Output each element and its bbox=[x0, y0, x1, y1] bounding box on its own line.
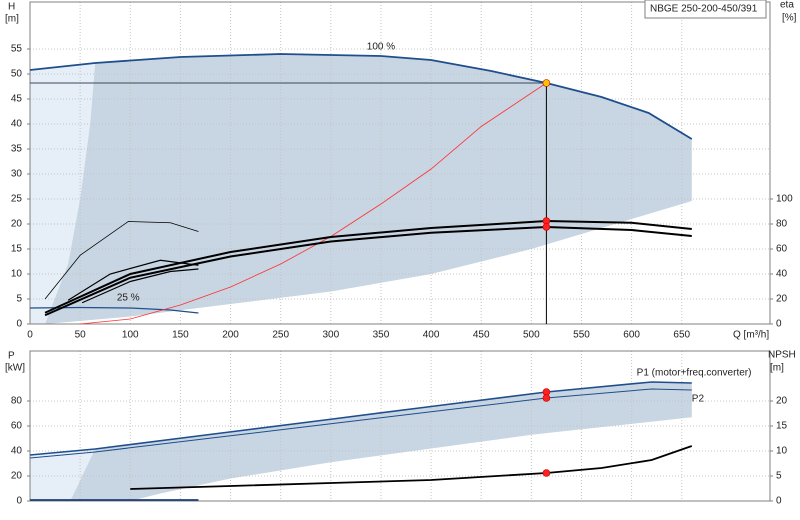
y2-tick-label: 0 bbox=[776, 319, 782, 330]
y-tick-label: 60 bbox=[11, 421, 23, 432]
y2-tick-label: 0 bbox=[776, 496, 782, 507]
y2-tick-label: 10 bbox=[776, 446, 788, 457]
curve-label: 100 % bbox=[367, 42, 395, 53]
y2-tick-label: 15 bbox=[776, 421, 788, 432]
curve bbox=[44, 225, 692, 317]
curve bbox=[81, 268, 199, 304]
curve bbox=[29, 53, 693, 140]
curve bbox=[130, 445, 693, 490]
y-tick-label: 25 bbox=[11, 194, 23, 205]
x-tick-label: 0 bbox=[27, 330, 33, 341]
y2-axis-unit: [%] bbox=[782, 13, 797, 24]
curve bbox=[67, 259, 199, 301]
y-axis-unit: [kW] bbox=[5, 363, 25, 374]
y2-tick-label: 40 bbox=[776, 269, 788, 280]
y-tick-label: 20 bbox=[11, 471, 23, 482]
chart-title: NBGE 250-200-450/391 bbox=[650, 4, 758, 15]
x-tick-label: 200 bbox=[222, 330, 239, 341]
x-tick-label: 450 bbox=[473, 330, 490, 341]
plot-frame bbox=[29, 1, 771, 325]
y2-tick-label: 20 bbox=[776, 396, 788, 407]
x-tick-label: 500 bbox=[523, 330, 540, 341]
curve-label: P2 bbox=[692, 394, 705, 405]
curve bbox=[29, 381, 692, 456]
y2-tick-label: 100 bbox=[776, 194, 793, 205]
x-tick-label: 550 bbox=[573, 330, 590, 341]
y2-axis-unit: [m] bbox=[770, 363, 784, 374]
y-tick-label: 80 bbox=[11, 396, 23, 407]
operating-point bbox=[542, 469, 551, 477]
y-tick-label: 15 bbox=[11, 244, 23, 255]
y-tick-label: 20 bbox=[11, 219, 23, 230]
operating-point bbox=[542, 79, 551, 87]
y2-axis-label: NPSH bbox=[768, 350, 796, 361]
y-tick-label: 40 bbox=[11, 119, 23, 130]
title-box bbox=[644, 0, 767, 19]
x-tick-label: 50 bbox=[75, 330, 87, 341]
x-axis-label: Q [m³/h] bbox=[733, 330, 769, 341]
curve-label: P1 (motor+freq.converter) bbox=[637, 368, 752, 379]
y2-tick-label: 20 bbox=[776, 294, 788, 305]
y2-tick-label: 80 bbox=[776, 219, 788, 230]
curve bbox=[80, 82, 547, 325]
curve bbox=[44, 221, 199, 300]
y2-tick-label: 5 bbox=[776, 471, 782, 482]
y-tick-label: 0 bbox=[16, 319, 22, 330]
y-axis-unit: [m] bbox=[5, 14, 19, 25]
y2-axis-label: eta bbox=[780, 0, 794, 11]
y2-tick-label: 60 bbox=[776, 244, 788, 255]
y-axis-label: P bbox=[8, 351, 15, 362]
x-tick-label: 250 bbox=[272, 330, 289, 341]
y-tick-label: 0 bbox=[16, 496, 22, 507]
x-tick-label: 400 bbox=[423, 330, 440, 341]
x-tick-label: 300 bbox=[322, 330, 339, 341]
y-tick-label: 35 bbox=[11, 144, 23, 155]
x-tick-label: 350 bbox=[373, 330, 390, 341]
y-tick-label: 10 bbox=[11, 269, 23, 280]
operating-region bbox=[30, 449, 96, 501]
y-tick-label: 5 bbox=[16, 294, 22, 305]
operating-point bbox=[542, 223, 551, 231]
curve bbox=[44, 219, 692, 314]
y-tick-label: 55 bbox=[11, 44, 23, 55]
operating-region bbox=[30, 63, 96, 324]
y-tick-label: 45 bbox=[11, 94, 23, 105]
curve-label: 25 % bbox=[117, 293, 140, 304]
operating-point bbox=[542, 394, 551, 402]
x-tick-label: 150 bbox=[172, 330, 189, 341]
y-tick-label: 50 bbox=[11, 69, 23, 80]
y-axis-label: H bbox=[8, 2, 15, 13]
x-tick-label: 650 bbox=[673, 330, 690, 341]
x-tick-label: 600 bbox=[623, 330, 640, 341]
y-tick-label: 40 bbox=[11, 446, 23, 457]
x-tick-label: 100 bbox=[122, 330, 139, 341]
y-tick-label: 30 bbox=[11, 169, 23, 180]
curve bbox=[29, 388, 692, 459]
